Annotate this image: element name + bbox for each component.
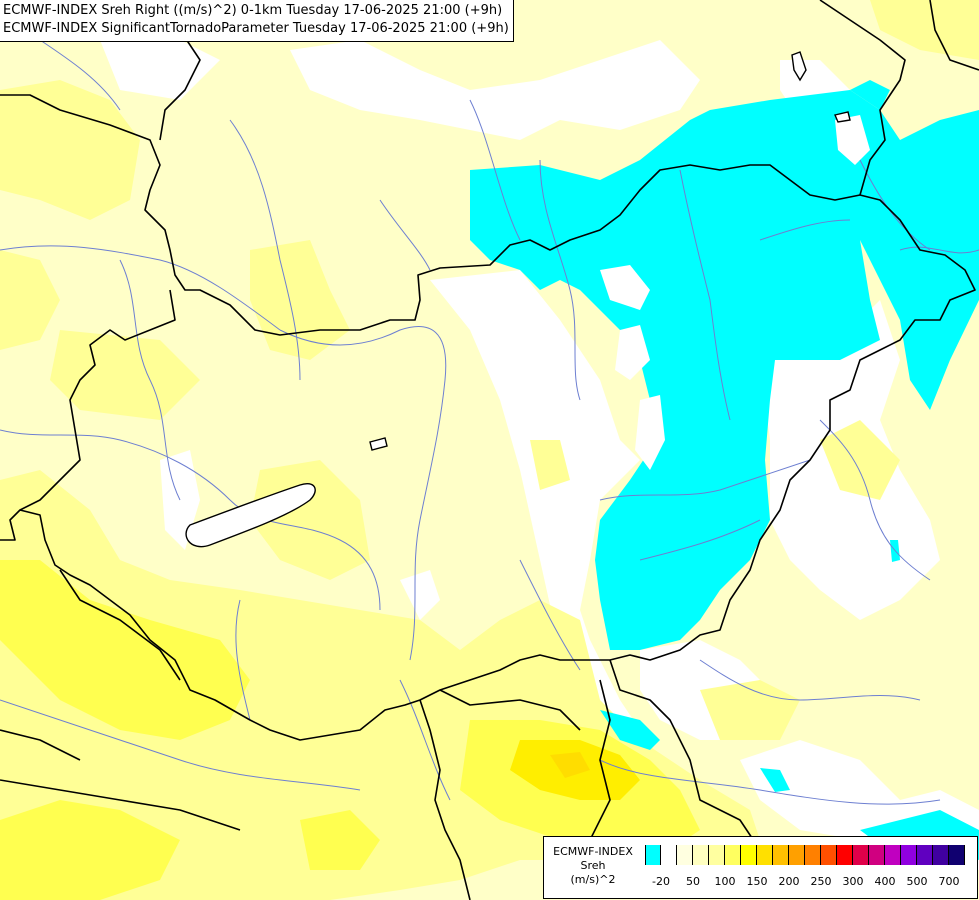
legend-swatch (709, 845, 725, 865)
lake-north (791, 51, 807, 82)
legend-swatch (869, 845, 885, 865)
rivers (0, 39, 979, 805)
legend-ticks: -20 50 100 150 200 250 300 400 500 700 (645, 875, 975, 889)
legend-swatches (645, 845, 965, 865)
high-helicity-zones (510, 740, 640, 800)
legend-swatch (853, 845, 869, 865)
legend-tick-label: 200 (778, 875, 800, 888)
legend-swatch (821, 845, 837, 865)
lake-balaton (185, 483, 316, 548)
legend-tick-label: 150 (746, 875, 768, 888)
small-lake (369, 437, 388, 451)
legend-title-line-3: (m/s)^2 (570, 873, 616, 886)
color-legend: ECMWF-INDEX Sreh (m/s)^2 -20 50 100 150 200 2… (543, 836, 978, 899)
legend-swatch (885, 845, 901, 865)
legend-tick-label: -20 (652, 875, 670, 888)
legend-swatch (837, 845, 853, 865)
legend-tick-label: 250 (810, 875, 832, 888)
lake-ne (834, 111, 851, 123)
header-line-2: ECMWF-INDEX SignificantTornadoParameter … (3, 21, 509, 36)
legend-swatch (741, 845, 757, 865)
legend-swatch (693, 845, 709, 865)
legend-tick-label: 100 (714, 875, 736, 888)
legend-tick-label: 400 (874, 875, 896, 888)
legend-swatch (773, 845, 789, 865)
legend-swatch (933, 845, 949, 865)
map-header: ECMWF-INDEX Sreh Right ((m/s)^2) 0-1km T… (0, 0, 514, 42)
legend-swatch (677, 845, 693, 865)
legend-swatch (645, 845, 661, 865)
legend-swatch (661, 845, 677, 865)
legend-tick-label: 300 (842, 875, 864, 888)
legend-tick-label: 700 (938, 875, 960, 888)
legend-swatch (789, 845, 805, 865)
legend-title: ECMWF-INDEX Sreh (m/s)^2 (548, 845, 638, 887)
legend-swatch (901, 845, 917, 865)
legend-tick-label: 500 (906, 875, 928, 888)
legend-title-line-1: ECMWF-INDEX (553, 845, 633, 858)
lakes (185, 51, 851, 548)
legend-swatch (917, 845, 933, 865)
legend-swatch (805, 845, 821, 865)
legend-swatch (949, 845, 965, 865)
legend-title-line-2: Sreh (580, 859, 606, 872)
header-line-1: ECMWF-INDEX Sreh Right ((m/s)^2) 0-1km T… (3, 3, 503, 18)
legend-swatch (757, 845, 773, 865)
legend-tick-label: 50 (686, 875, 700, 888)
legend-swatch (725, 845, 741, 865)
cyan-gaps (600, 115, 870, 470)
